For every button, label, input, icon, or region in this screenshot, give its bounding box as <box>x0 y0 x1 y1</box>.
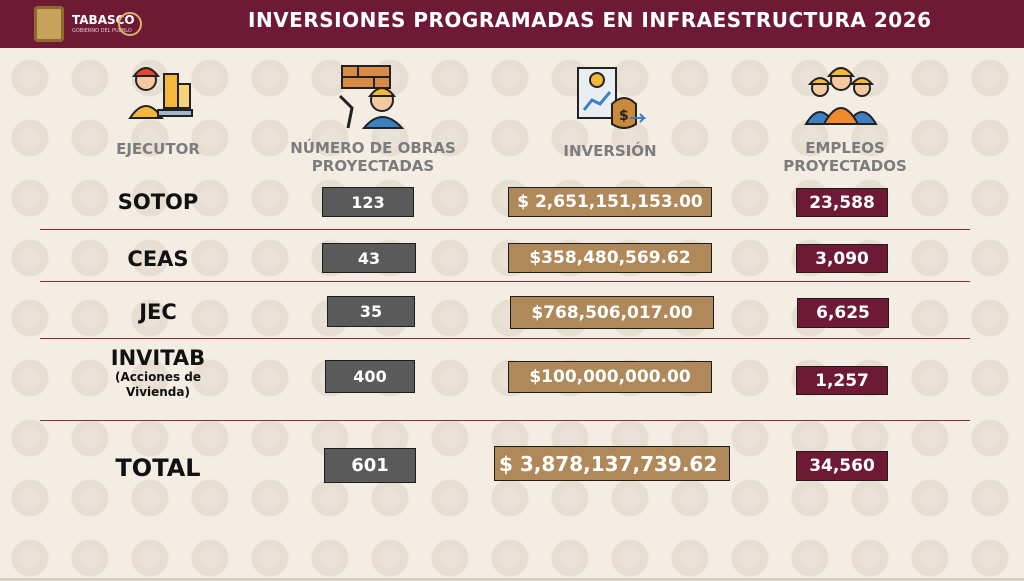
svg-text:$: $ <box>619 108 629 124</box>
row-label-invitab-name: INVITAB <box>110 346 206 370</box>
column-header-obras-line1: NÚMERO DE OBRAS <box>290 139 456 157</box>
column-header-empleos-line1: EMPLEOS <box>805 139 885 157</box>
column-header-empleos: EMPLEOS PROYECTADOS <box>760 139 930 175</box>
column-header-inversion: INVERSIÓN <box>563 142 657 160</box>
total-inversion-value: $ 3,878,137,739.62 <box>494 446 730 481</box>
obras-value: 400 <box>325 360 415 393</box>
empleos-value: 23,588 <box>796 188 888 217</box>
inversion-value: $358,480,569.62 <box>508 243 712 273</box>
empleos-value: 1,257 <box>796 366 888 395</box>
row-label-jec: JEC <box>139 300 177 324</box>
empleos-value: 3,090 <box>796 244 888 273</box>
bricklayer-icon <box>338 65 405 129</box>
row-divider <box>40 229 970 230</box>
total-obras-value: 601 <box>324 448 416 483</box>
row-divider <box>40 338 970 339</box>
obras-value: 35 <box>327 296 415 327</box>
row-label-invitab-sub2: Vivienda) <box>126 385 190 399</box>
column-header-empleos-line2: PROYECTADOS <box>783 157 907 175</box>
state-seal-icon <box>34 6 64 42</box>
empleos-value: 6,625 <box>797 298 889 328</box>
engineer-city-icon <box>128 67 193 119</box>
obras-value: 123 <box>322 187 414 217</box>
total-label: TOTAL <box>115 454 201 482</box>
column-header-obras: NÚMERO DE OBRAS PROYECTADAS <box>270 139 476 175</box>
bottom-border <box>0 578 1024 581</box>
total-empleos-value: 34,560 <box>796 451 888 481</box>
row-label-sotop: SOTOP <box>117 190 199 214</box>
logo-mark-icon <box>118 12 142 36</box>
row-divider <box>40 281 970 282</box>
page-title: INVERSIONES PROGRAMADAS EN INFRAESTRUCTU… <box>248 8 932 32</box>
logo-subtext: GOBIERNO DEL PUEBLO <box>72 28 132 34</box>
obras-value: 43 <box>322 243 416 273</box>
column-header-ejecutor: EJECUTOR <box>116 140 200 158</box>
workers-group-icon <box>804 67 878 125</box>
column-header-obras-line2: PROYECTADAS <box>311 157 435 175</box>
inversion-value: $100,000,000.00 <box>508 361 712 393</box>
row-label-invitab-sub1: (Acciones de <box>114 370 202 384</box>
inversion-value: $768,506,017.00 <box>510 296 714 329</box>
investment-report-icon: $ <box>577 67 647 129</box>
header-bar: TABASCO GOBIERNO DEL PUEBLO INVERSIONES … <box>0 0 1024 48</box>
row-divider <box>40 420 970 421</box>
inversion-value: $ 2,651,151,153.00 <box>508 187 712 217</box>
row-label-ceas: CEAS <box>127 247 189 271</box>
row-label-invitab: INVITAB (Acciones de Vivienda) <box>98 346 218 400</box>
